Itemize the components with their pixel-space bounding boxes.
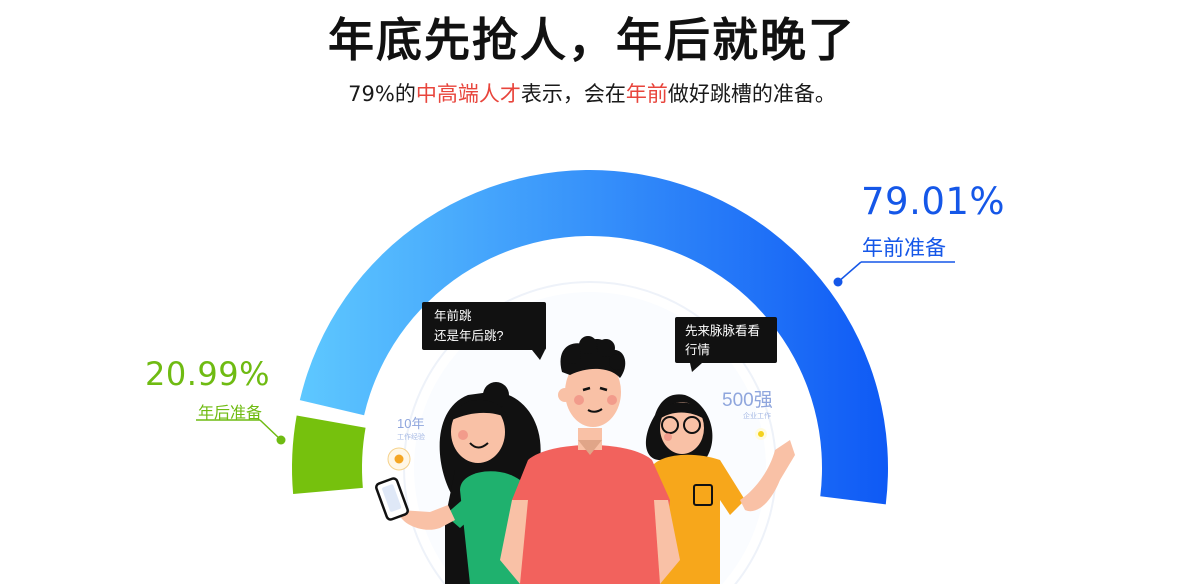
phone-icon: [375, 477, 409, 521]
tag-fortune500-main: 500强: [722, 390, 773, 411]
value-label-after: 20.99%: [145, 355, 271, 393]
page-subtitle: 79%的中高端人才表示，会在年前做好跳槽的准备。: [0, 78, 1184, 108]
bubble-right-line2: 行情: [685, 343, 710, 357]
subtitle-suffix: 做好跳槽的准备。: [667, 82, 836, 106]
bubble-left-line1: 年前跳: [434, 308, 472, 323]
arc-before-newyear: [299, 170, 888, 505]
subtitle-prefix: 79%的: [348, 82, 416, 106]
speech-bubble-left: 年前跳 还是年后跳?: [422, 302, 546, 360]
man-center-figure: [500, 336, 680, 584]
page-title: 年底先抢人，年后就晚了: [328, 13, 856, 67]
arc-after-newyear: [292, 415, 366, 494]
donut-arcs: [292, 170, 888, 505]
subtitle-highlight-before-newyear: 年前: [625, 82, 668, 106]
value-label-before: 79.01%: [861, 180, 1006, 223]
speech-bubble-right: 先来脉脉看看 行情: [675, 317, 777, 372]
people-illustration: 年前跳 还是年后跳? 先来脉脉看看 行情 10年 工作经验 500强 企业工作: [375, 302, 795, 584]
category-label-after: 年后准备: [198, 403, 263, 422]
subtitle-highlight-talent: 中高端人才: [415, 82, 521, 106]
subtitle-middle: 表示，会在: [520, 82, 626, 106]
tag-experience: 10年 工作经验: [387, 416, 425, 471]
tag-experience-sub: 工作经验: [397, 432, 425, 441]
bubble-right-line1: 先来脉脉看看: [685, 323, 760, 338]
leader-line-blue: [833, 261, 955, 287]
category-label-before: 年前准备: [862, 236, 946, 260]
tag-fortune500: 500强 企业工作: [722, 390, 773, 440]
tag-fortune500-sub: 企业工作: [743, 411, 771, 420]
bubble-left-line2: 还是年后跳?: [434, 329, 504, 343]
tag-experience-main: 10年: [397, 416, 424, 431]
leader-line-green: [196, 419, 286, 445]
